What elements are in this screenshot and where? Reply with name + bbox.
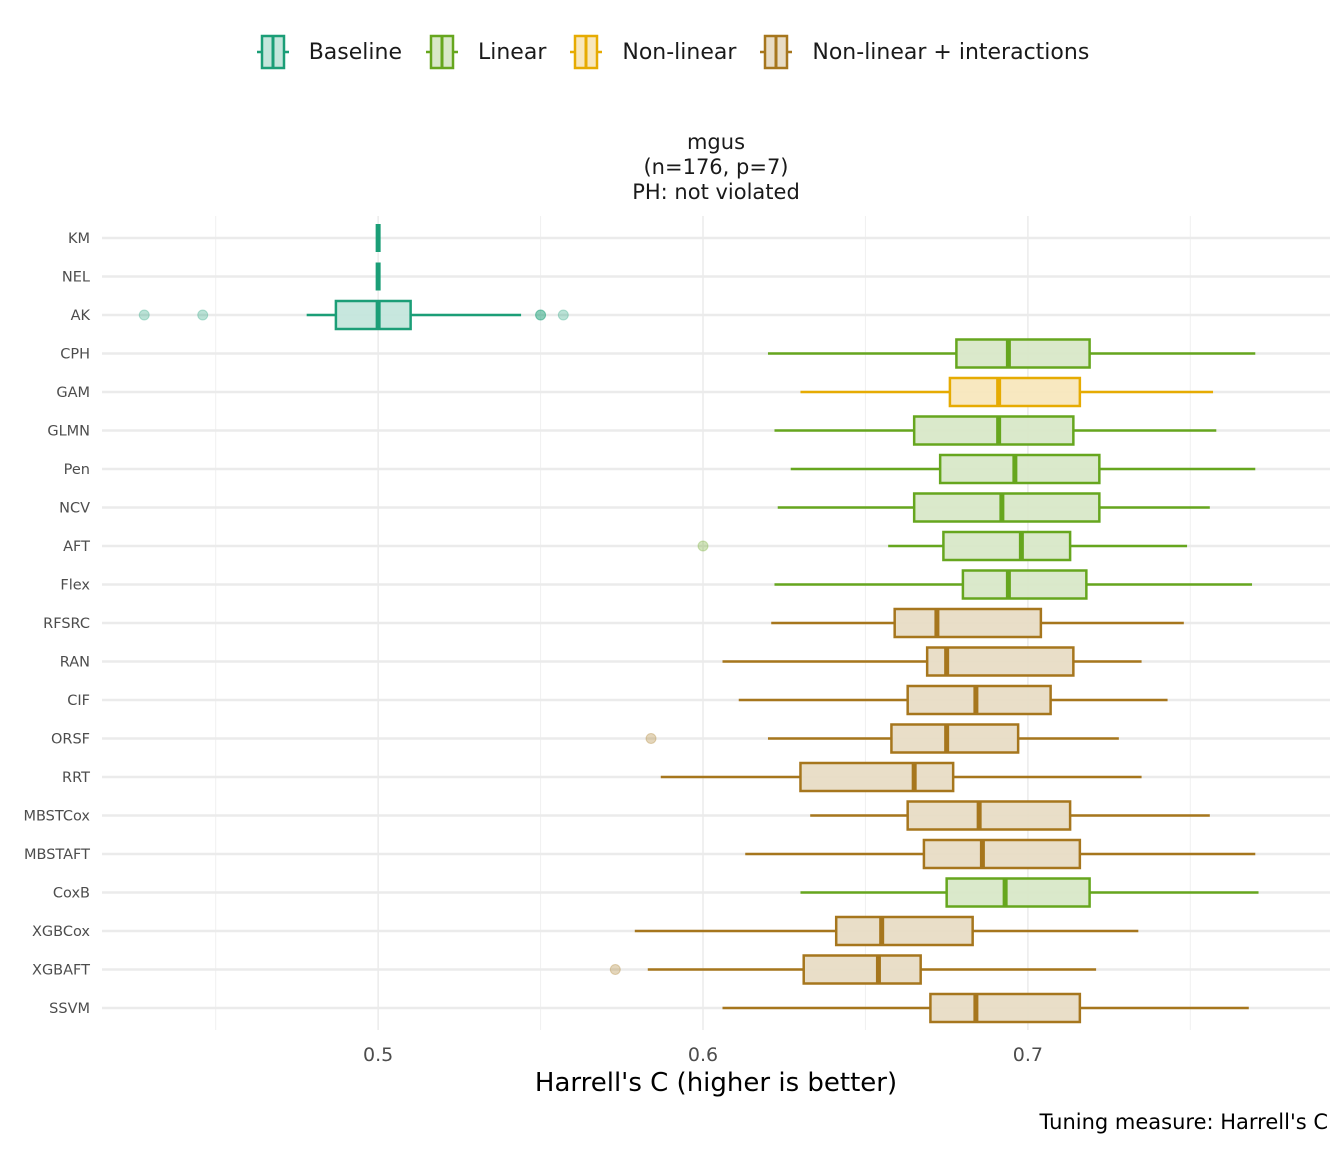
facet-title: mgus — [686, 130, 746, 154]
y-tick-label: AK — [71, 308, 91, 324]
legend-item-non-linear-interactions: Non-linear + interactions — [758, 34, 1089, 70]
x-tick-label: 0.7 — [1013, 1044, 1043, 1066]
box-iqr — [961, 569, 1088, 600]
box-glmn — [774, 415, 1217, 446]
box-iqr — [834, 915, 974, 947]
y-tick-label: SSVM — [49, 1001, 90, 1017]
y-tick-label: ORSF — [51, 732, 90, 748]
x-axis-labels: 0.5 0.6 0.7 — [363, 1044, 1043, 1066]
box-iqr — [912, 492, 1101, 523]
box-ncv — [777, 492, 1210, 523]
box-xgbaft — [609, 954, 1097, 985]
outlier-point — [697, 540, 709, 552]
facet-ph-status: PH: not violated — [632, 180, 800, 204]
box-cif — [738, 684, 1168, 716]
y-tick-label: RRT — [62, 770, 90, 786]
legend-label: Linear — [477, 39, 547, 65]
box-iqr — [945, 877, 1091, 908]
x-tick-label: 0.5 — [363, 1044, 393, 1066]
boxes — [138, 224, 1259, 1024]
legend-label: Non-linear — [622, 39, 737, 65]
box-flex — [774, 569, 1253, 600]
legend-label: Non-linear + interactions — [812, 39, 1090, 65]
box-iqr — [893, 607, 1043, 639]
box-iqr — [925, 646, 1075, 677]
legend-item-baseline: Baseline — [255, 34, 402, 70]
y-tick-label: GLMN — [47, 424, 90, 440]
box-iqr — [922, 838, 1082, 870]
legend-key-non-linear-icon — [570, 34, 603, 70]
outlier-point — [535, 309, 547, 321]
legend-label: Baseline — [308, 39, 402, 65]
y-tick-label: RFSRC — [43, 616, 90, 632]
y-tick-label: CIF — [67, 693, 90, 709]
box-iqr — [948, 376, 1082, 408]
outlier-point — [197, 309, 209, 321]
box-iqr — [938, 453, 1101, 485]
y-tick-label: AFT — [63, 539, 90, 555]
box-iqr — [890, 723, 1020, 754]
outlier-point — [138, 309, 150, 321]
box-iqr — [802, 954, 922, 985]
y-tick-label: CPH — [60, 347, 90, 363]
box-iqr — [912, 415, 1075, 446]
box-rrt — [660, 761, 1142, 793]
box-coxb — [800, 877, 1259, 908]
y-tick-label: XGBAFT — [32, 963, 90, 979]
y-tick-label: MBSTAFT — [24, 847, 90, 863]
y-tick-label: RAN — [60, 655, 90, 671]
box-iqr — [955, 338, 1091, 369]
box-mbstaft — [745, 838, 1256, 870]
x-tick-label: 0.6 — [688, 1044, 718, 1066]
outlier-point — [645, 733, 657, 744]
box-cph — [767, 338, 1256, 369]
y-tick-label: KM — [68, 231, 90, 247]
y-tick-label: Pen — [64, 462, 90, 478]
gridlines — [102, 216, 1330, 1030]
box-iqr — [942, 530, 1072, 562]
y-tick-label: GAM — [56, 385, 90, 401]
y-tick-label: NCV — [59, 501, 90, 517]
x-axis-title: Harrell's C (higher is better) — [534, 1068, 898, 1098]
outlier-point — [609, 964, 621, 975]
box-iqr — [929, 992, 1082, 1024]
legend: Baseline Linear Non-linear Non-linear + … — [0, 34, 1344, 70]
legend-key-linear-icon — [425, 34, 458, 70]
y-tick-label: XGBCox — [32, 924, 90, 940]
y-axis-labels: KM NEL AK CPH GAM GLMN Pen NCV AFT Flex RFSRC RAN CI… — [23, 231, 90, 1017]
box-pen — [790, 453, 1256, 485]
y-tick-label: CoxB — [53, 886, 90, 902]
box-ak — [138, 299, 569, 331]
box-iqr — [906, 684, 1052, 716]
box-xgbcox — [634, 915, 1139, 947]
box-iqr — [334, 299, 412, 331]
y-tick-label: MBSTCox — [23, 809, 90, 825]
box-iqr — [906, 800, 1072, 831]
facet-subtitle: (n=176, p=7) — [643, 155, 789, 179]
box-gam — [800, 376, 1214, 408]
legend-key-non-linear-interactions-icon — [760, 34, 793, 70]
box-iqr — [799, 761, 955, 793]
outlier-point — [557, 309, 569, 321]
legend-key-baseline-icon — [256, 34, 289, 70]
box-mbstcox — [810, 800, 1210, 831]
box-ssvm — [722, 992, 1249, 1024]
y-tick-label: Flex — [60, 578, 90, 594]
outlier-point — [535, 309, 547, 321]
box-orsf — [645, 723, 1119, 754]
legend-item-linear: Linear — [424, 34, 546, 70]
legend-item-non-linear: Non-linear — [568, 34, 736, 70]
box-ran — [722, 646, 1142, 677]
y-tick-label: NEL — [62, 270, 90, 286]
caption: Tuning measure: Harrell's C — [1039, 1110, 1328, 1134]
box-rfsrc — [771, 607, 1184, 639]
facet-strip: mgus (n=176, p=7) PH: not violated — [100, 130, 1332, 205]
box-aft — [697, 530, 1188, 562]
